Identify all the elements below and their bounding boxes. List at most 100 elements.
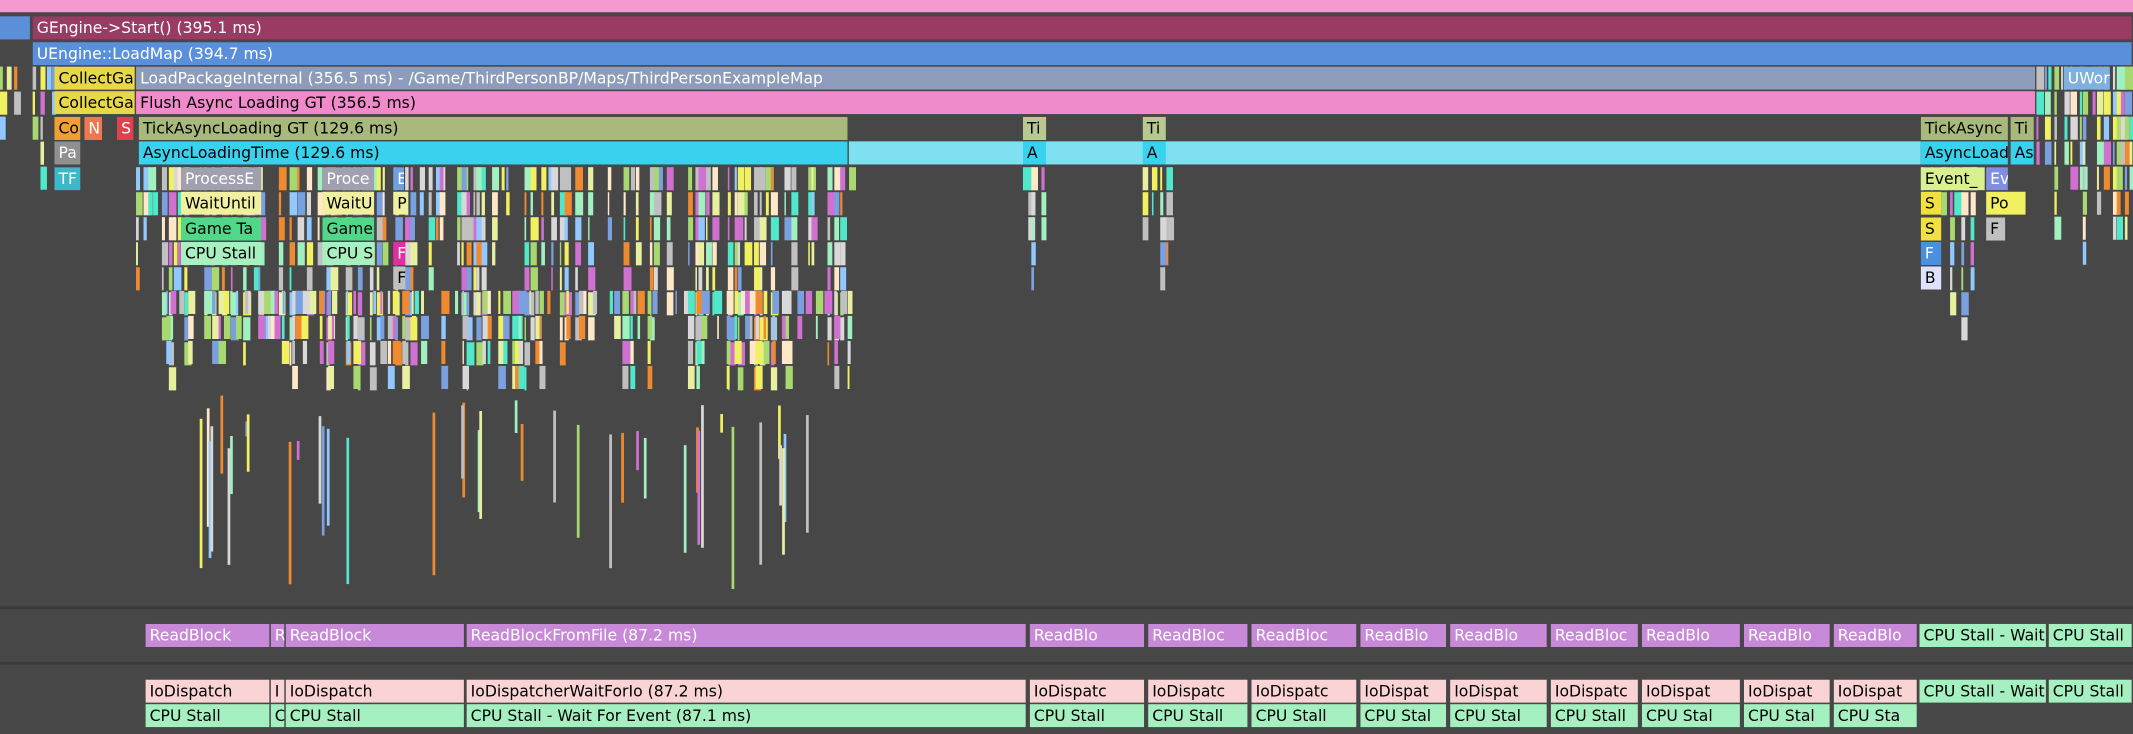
sliver — [161, 292, 167, 316]
event: C — [270, 704, 285, 728]
event-bar — [1920, 266, 1942, 290]
sliver — [357, 317, 365, 341]
sliver — [559, 267, 562, 291]
sliver — [498, 290, 501, 314]
event-label: B — [1925, 268, 1936, 287]
sliver — [834, 242, 841, 266]
sliver — [462, 365, 470, 390]
sliver — [695, 242, 700, 266]
sliver — [395, 217, 403, 241]
sliver — [559, 317, 563, 341]
event-label: F — [1990, 219, 1999, 238]
sliver — [653, 242, 660, 266]
sliver — [148, 192, 153, 216]
sliver — [498, 315, 504, 339]
sliver — [210, 426, 214, 552]
sliver — [419, 167, 425, 191]
sliver — [410, 342, 418, 366]
sliver — [498, 365, 506, 390]
sliver — [559, 292, 565, 316]
sliver — [706, 217, 708, 241]
sliver — [649, 167, 656, 191]
sliver — [2124, 66, 2133, 90]
sliver — [840, 167, 846, 191]
sliver — [1166, 192, 1173, 216]
sliver — [2124, 116, 2130, 140]
event: P — [393, 191, 409, 215]
sliver — [666, 242, 673, 266]
event-slivers — [0, 66, 2133, 589]
event-bar — [1833, 679, 1917, 703]
sliver — [1166, 242, 1169, 266]
sliver — [530, 292, 535, 316]
event: B — [1920, 266, 1942, 290]
event-label: ReadBlo — [1646, 626, 1710, 645]
sliver — [770, 192, 778, 216]
sliver — [827, 317, 832, 341]
event-bar — [1022, 116, 1047, 141]
sliver — [481, 267, 487, 291]
event-label: As — [2015, 143, 2034, 162]
sliver — [1970, 267, 1975, 291]
sliver — [2112, 66, 2116, 90]
sliver — [296, 441, 300, 460]
sliver — [524, 267, 530, 291]
event-bar — [136, 66, 2036, 90]
sliver — [2082, 241, 2087, 265]
sliver — [1160, 192, 1164, 216]
event: UWor — [2063, 66, 2110, 90]
sliver — [712, 167, 718, 191]
sliver — [834, 365, 840, 390]
sliver — [461, 405, 464, 479]
sliver — [346, 315, 350, 339]
sliver — [487, 340, 491, 365]
sliver — [530, 217, 539, 241]
sliver — [243, 267, 247, 291]
sliver — [649, 192, 656, 216]
sliver — [218, 290, 226, 314]
sliver — [749, 290, 757, 314]
event-bar — [285, 704, 464, 728]
sliver — [754, 192, 758, 216]
sliver — [535, 290, 539, 314]
event: ReadBlo — [1450, 623, 1547, 648]
sliver — [306, 192, 312, 216]
sliver — [461, 192, 469, 216]
sliver — [2116, 116, 2120, 140]
sliver — [772, 315, 776, 339]
sliver — [32, 66, 37, 90]
sliver — [2082, 191, 2087, 215]
sliver — [791, 267, 799, 291]
sliver — [492, 242, 496, 266]
event-bar — [1142, 116, 1166, 141]
sliver — [506, 192, 510, 216]
event: Ev — [1986, 167, 2008, 191]
sliver — [166, 340, 172, 365]
sliver — [2092, 91, 2096, 115]
sliver — [297, 217, 305, 241]
event: CPU Stall — [2048, 679, 2132, 703]
sliver — [675, 290, 677, 314]
sliver — [306, 242, 314, 266]
event: Game — [322, 217, 375, 241]
sliver — [492, 217, 498, 241]
sliver — [278, 192, 282, 216]
sliver — [153, 192, 159, 216]
sliver — [136, 217, 139, 241]
event-bar — [180, 217, 262, 241]
event-bar — [466, 623, 1026, 648]
sliver — [289, 192, 298, 216]
sliver — [518, 315, 522, 339]
sliver — [564, 217, 568, 241]
sliver — [1031, 167, 1038, 191]
sliver — [759, 167, 766, 191]
sliver — [588, 167, 594, 191]
sliver — [666, 267, 674, 291]
sliver — [405, 267, 413, 291]
sliver — [436, 192, 442, 216]
sliver — [230, 292, 239, 316]
event-bar — [1251, 623, 1357, 648]
sliver — [754, 167, 762, 191]
sliver — [143, 217, 147, 241]
sliver — [230, 290, 233, 314]
